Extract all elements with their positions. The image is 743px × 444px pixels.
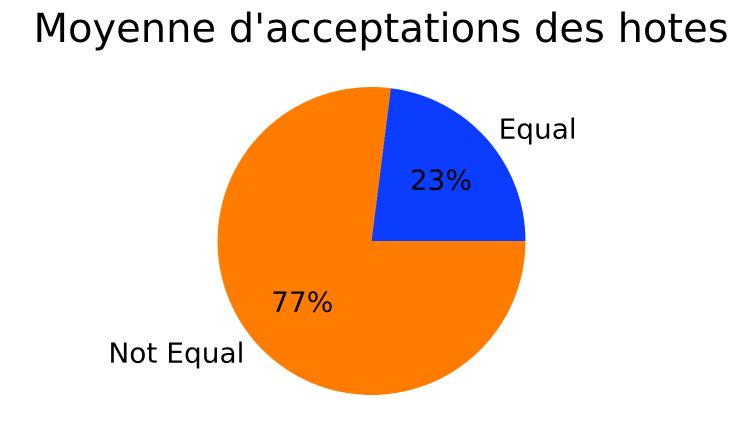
pie-category-label: Equal: [499, 112, 577, 145]
pie-slices: [217, 86, 526, 395]
pie-category-label: Not Equal: [108, 337, 244, 370]
pie-value-label: 23%: [410, 163, 472, 196]
pie-labels: 23% Equal 77% Not Equal: [108, 112, 576, 369]
pie-value-label: 77%: [271, 286, 333, 319]
chart-title: Moyenne d'acceptations des hotes: [33, 6, 728, 52]
pie-slice-not-equal: [217, 86, 526, 395]
pie-slice-equal: [371, 88, 526, 242]
